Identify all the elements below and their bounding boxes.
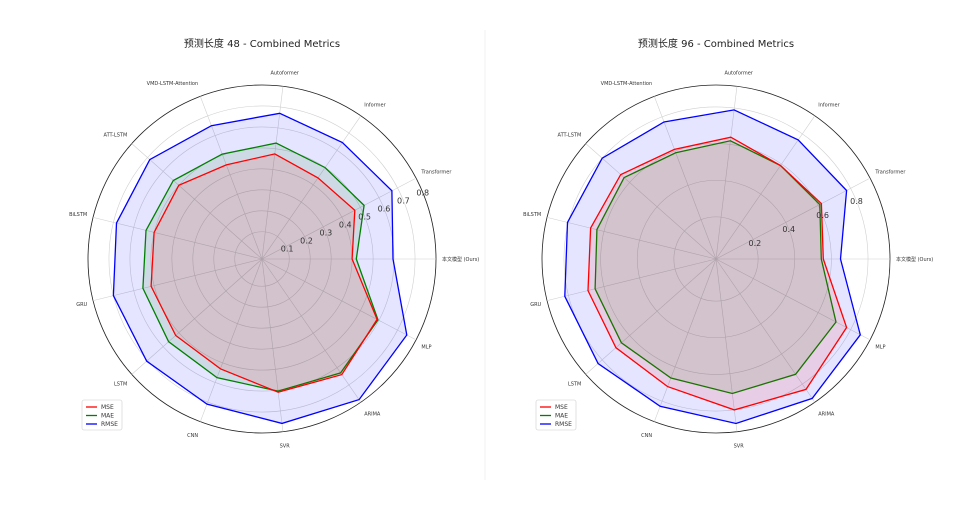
spoke: [715, 258, 738, 432]
axis-label: 本文模型 (Ours): [896, 256, 933, 263]
spoke: [585, 258, 717, 375]
spoke: [715, 177, 871, 260]
axis-label: ARIMA: [818, 412, 835, 418]
axis-label: Transformer: [420, 170, 452, 176]
axis-label: SVR: [734, 444, 745, 450]
axis-label: BiLSTM: [69, 212, 87, 218]
axis-label: ATT-LSTM: [558, 132, 582, 138]
spoke: [261, 86, 284, 260]
radial-tick-label: 0.6: [816, 211, 829, 220]
radial-tick-label: 0.2: [300, 237, 313, 246]
axis-label: Transformer: [874, 170, 906, 176]
chart-title: 预测长度 96 - Combined Metrics: [638, 37, 794, 50]
spoke: [546, 258, 717, 301]
axis-label: MLP: [421, 344, 431, 350]
series-mse: [150, 153, 378, 393]
radial-tick-label: 0.4: [782, 225, 795, 234]
series-rmse: [564, 109, 862, 425]
spoke: [92, 217, 263, 260]
axis-label: LSTM: [568, 382, 581, 388]
axis-label: Informer: [818, 102, 840, 108]
legend-label: MAE: [555, 413, 568, 420]
radial-tick-label: 0.6: [378, 204, 391, 213]
axis-label: VMD-LSTM-Attention: [601, 81, 653, 87]
axis-label: Autoformer: [724, 70, 753, 76]
spoke: [585, 143, 717, 260]
axis-label: ARIMA: [364, 412, 381, 418]
legend-label: MAE: [101, 413, 114, 420]
spoke: [200, 96, 263, 260]
spoke: [654, 96, 717, 260]
spoke: [131, 258, 263, 375]
axis-label: BiLSTM: [523, 212, 541, 218]
spoke: [261, 258, 362, 403]
legend-label: RMSE: [101, 421, 118, 428]
axis-label: GRU: [76, 302, 87, 308]
axis-label: 本文模型 (Ours): [442, 256, 479, 263]
legend-label: RMSE: [555, 421, 572, 428]
radial-tick-label: 0.7: [397, 196, 410, 205]
axis-label: ATT-LSTM: [104, 132, 128, 138]
series-mae: [142, 142, 379, 392]
axis-label: CNN: [641, 433, 652, 439]
axis-label: LSTM: [114, 382, 127, 388]
radar-chart-48: 预测长度 48 - Combined Metrics 本文模型 (Ours) Tra…: [69, 37, 479, 450]
spoke: [715, 258, 816, 403]
axis-label: GRU: [530, 302, 541, 308]
radial-tick-label: 0.3: [320, 229, 333, 238]
axis-label: CNN: [187, 433, 198, 439]
axis-label: VMD-LSTM-Attention: [147, 81, 199, 87]
spoke: [654, 258, 717, 422]
legend-label: MSE: [555, 404, 568, 411]
spoke: [715, 86, 738, 260]
radial-tick-label: 0.4: [339, 221, 352, 230]
axis-label: Autoformer: [270, 70, 299, 76]
spoke: [546, 217, 717, 260]
spoke: [715, 258, 871, 341]
spoke: [131, 143, 263, 260]
spoke: [261, 115, 362, 260]
legend-label: MSE: [101, 404, 114, 411]
axis-label: SVR: [280, 444, 291, 450]
radial-tick-label: 0.1: [281, 245, 294, 254]
radar-chart-96: 预测长度 96 - Combined Metrics 本文模型 (Ours) Tra…: [523, 37, 933, 450]
axis-label: MLP: [875, 344, 885, 350]
radial-tick-label: 0.5: [358, 212, 371, 221]
radial-tick-label: 0.8: [416, 188, 429, 197]
radial-tick-label: 0.2: [749, 239, 762, 248]
spoke: [261, 258, 284, 432]
spoke: [261, 177, 417, 260]
spoke: [261, 258, 417, 341]
radial-tick-label: 0.8: [850, 197, 863, 206]
spoke: [92, 258, 263, 301]
series-mse: [587, 136, 848, 411]
axis-label: Informer: [364, 102, 386, 108]
chart-title: 预测长度 48 - Combined Metrics: [184, 37, 340, 50]
spoke: [200, 258, 263, 422]
